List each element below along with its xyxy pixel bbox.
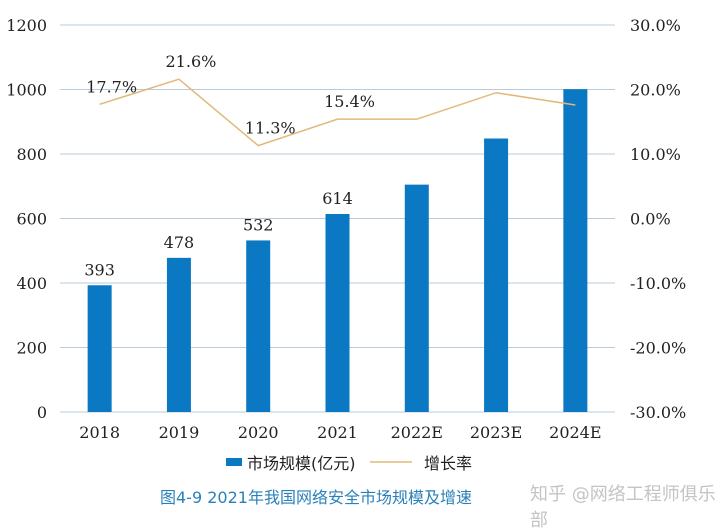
right-tick-label: -10.0%: [630, 274, 686, 293]
watermark: 知乎 @网络工程师俱乐部: [530, 484, 716, 531]
legend-bar-swatch: [226, 458, 242, 466]
bar: [563, 89, 588, 413]
right-tick-label: 0.0%: [630, 210, 671, 229]
x-tick-label: 2024E: [549, 423, 601, 442]
growth-line: [99, 78, 576, 147]
bar: [404, 184, 429, 412]
line-data-label: 17.7%: [86, 77, 137, 96]
right-tick-label: 30.0%: [630, 16, 681, 35]
right-tick-label: 10.0%: [630, 145, 681, 164]
bar: [325, 213, 350, 412]
x-tick-label: 2023E: [470, 423, 522, 442]
bar-data-label: 532: [243, 215, 274, 234]
bar-data-label: 614: [322, 189, 353, 208]
bar: [484, 138, 509, 412]
x-tick-label: 2022E: [391, 423, 443, 442]
legend-bar-label: 市场规模(亿元): [247, 454, 356, 473]
line-data-label: 21.6%: [166, 52, 217, 71]
left-tick-label: 1000: [6, 81, 47, 100]
left-tick-label: 1200: [6, 16, 47, 35]
x-tick-label: 2021: [317, 423, 358, 442]
x-tick-label: 2020: [238, 423, 279, 442]
left-tick-label: 600: [16, 210, 47, 229]
x-tick-label: 2019: [159, 423, 200, 442]
right-tick-label: -30.0%: [630, 403, 686, 422]
line-data-label: 11.3%: [245, 119, 296, 138]
left-tick-label: 0: [37, 403, 47, 422]
figure-caption: 图4-9 2021年我国网络安全市场规模及增速: [160, 488, 472, 507]
left-tick-label: 400: [16, 274, 47, 293]
left-tick-label: 200: [16, 339, 47, 358]
right-tick-label: 20.0%: [630, 81, 681, 100]
legend-line-label: 增长率: [424, 454, 472, 473]
bar: [246, 240, 271, 412]
bar-data-label: 393: [84, 260, 115, 279]
right-tick-label: -20.0%: [630, 339, 686, 358]
bar: [87, 285, 112, 412]
x-tick-label: 2018: [79, 423, 120, 442]
bar: [166, 257, 191, 412]
line-data-label: 15.4%: [324, 92, 375, 111]
chart: 0 200 400 600 800 1000 1200 -30.0% -20.0% -10.0% 0…: [6, 16, 686, 473]
bar-data-label: 478: [164, 233, 195, 252]
left-tick-label: 800: [16, 145, 47, 164]
